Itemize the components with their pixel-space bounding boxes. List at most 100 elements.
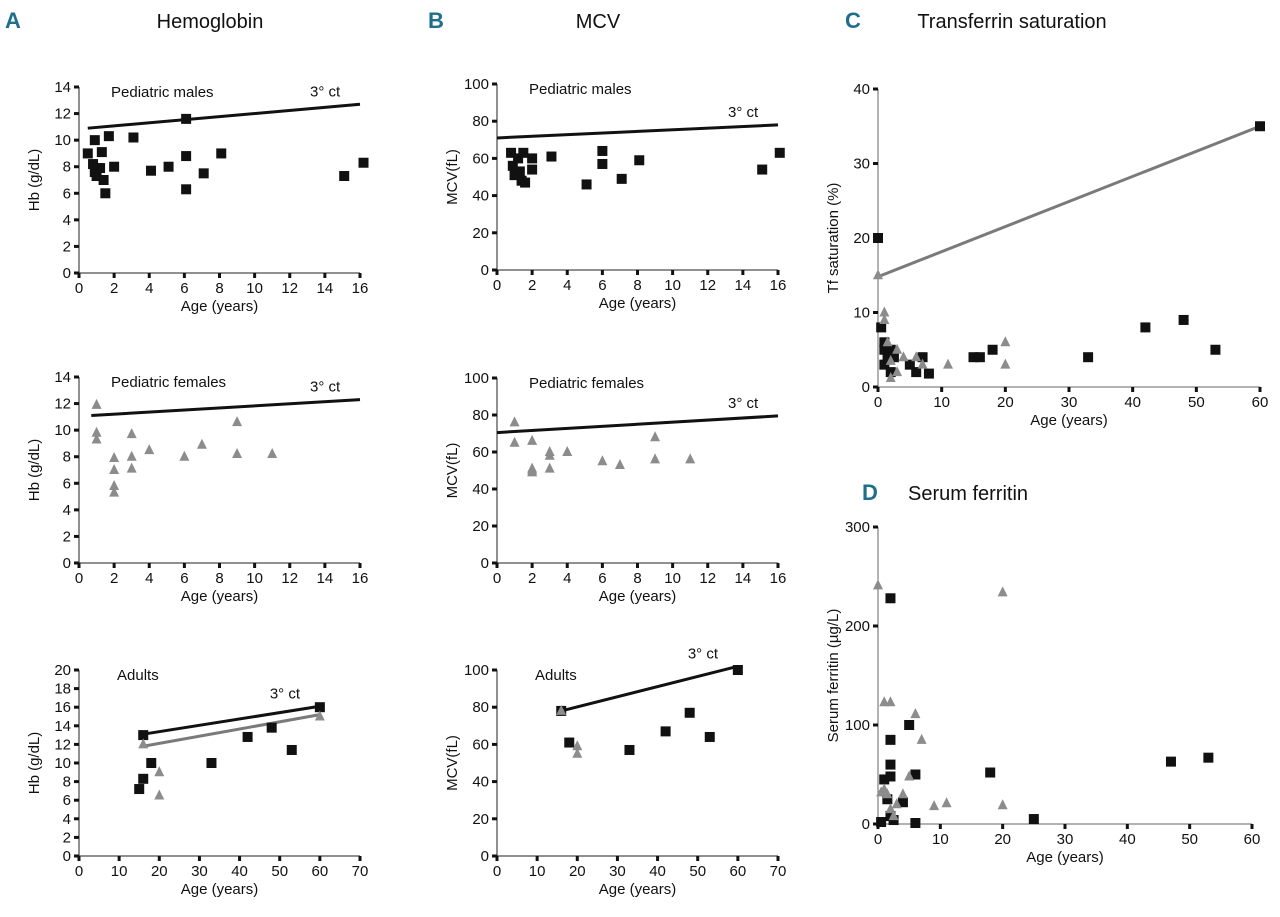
x-tick-label: 14: [735, 277, 752, 294]
threshold-annotation: 3° ct: [728, 104, 759, 121]
x-tick-label: 60: [312, 863, 329, 880]
y-tick-label: 80: [472, 699, 489, 716]
triangle-point: [873, 269, 883, 280]
square-point: [634, 155, 645, 166]
square-point: [1255, 121, 1265, 132]
y-tick-label: 8: [63, 774, 71, 791]
y-tick-label: 0: [63, 555, 71, 572]
triangle-point: [873, 579, 883, 590]
x-tick-label: 16: [770, 277, 787, 294]
x-tick-label: 2: [528, 277, 536, 294]
square-point: [616, 173, 627, 184]
x-tick-label: 8: [633, 570, 641, 587]
x-tick-label: 10: [246, 280, 263, 297]
x-tick-label: 0: [75, 570, 83, 587]
triangle-point: [888, 810, 899, 821]
square-point: [1178, 314, 1189, 325]
x-tick-label: 4: [145, 570, 153, 587]
triangle-point: [509, 416, 520, 427]
square-point: [1165, 756, 1176, 767]
x-tick-label: 2: [110, 570, 118, 587]
triangle-point: [154, 789, 165, 800]
square-point: [138, 730, 149, 741]
triangle-point: [91, 426, 102, 437]
triangle-point: [882, 336, 893, 347]
x-tick-label: 70: [352, 863, 369, 880]
y-axis-label: Hb (g/dL): [26, 732, 43, 795]
x-axis-label: Age (years): [181, 881, 259, 898]
y-tick-label: 100: [464, 662, 489, 679]
x-tick-label: 12: [281, 570, 298, 587]
y-tick-label: 20: [472, 811, 489, 828]
scatter-panel: 0 2 4 6 8 10 12 14 16 0 20 40 60 80 100 Age (years) MCV(…: [444, 370, 786, 605]
square-point: [100, 188, 111, 199]
triangle-point: [1000, 358, 1011, 369]
x-tick-label: 40: [649, 863, 666, 880]
x-tick-label: 6: [598, 277, 606, 294]
threshold-line: [496, 414, 779, 435]
triangle-point: [126, 450, 137, 461]
triangle-point: [614, 458, 625, 469]
triangle-point: [527, 434, 538, 445]
threshold-line: [877, 124, 1261, 279]
triangle-point: [943, 358, 954, 369]
square-point: [910, 818, 921, 829]
square-point: [507, 160, 518, 171]
x-tick-label: 16: [770, 570, 787, 587]
square-point: [181, 151, 192, 162]
subplot-label: Pediatric males: [111, 84, 214, 101]
x-tick-label: 10: [111, 863, 128, 880]
x-tick-label: 40: [1124, 394, 1141, 411]
square-point: [581, 179, 592, 190]
y-tick-label: 16: [54, 699, 71, 716]
y-tick-label: 2: [63, 238, 71, 255]
x-tick-label: 30: [1057, 831, 1074, 848]
square-point: [134, 784, 145, 795]
x-tick-label: 12: [281, 280, 298, 297]
triangle-point: [916, 733, 927, 744]
x-tick-label: 14: [317, 570, 334, 587]
square-point: [103, 131, 114, 142]
square-point: [904, 720, 915, 730]
square-point: [88, 159, 99, 170]
y-tick-label: 8: [63, 449, 71, 466]
square-point: [527, 164, 538, 175]
y-tick-label: 0: [481, 555, 489, 572]
triangle-point: [126, 428, 137, 439]
y-tick-label: 10: [853, 305, 870, 322]
y-axis-label: Tf saturation (%): [825, 183, 842, 294]
square-point: [684, 707, 695, 718]
triangle-point: [897, 788, 908, 799]
y-tick-label: 10: [54, 132, 71, 149]
square-point: [89, 135, 100, 146]
y-tick-label: 2: [63, 528, 71, 545]
x-tick-label: 10: [933, 394, 950, 411]
x-tick-label: 2: [528, 570, 536, 587]
x-tick-label: 8: [215, 570, 223, 587]
x-tick-label: 16: [352, 570, 369, 587]
square-point: [509, 170, 520, 181]
threshold-line: [87, 102, 361, 130]
scatter-panel: 0 10 20 30 40 50 60 0 100 200 300 Age (years) Serum …: [825, 519, 1260, 866]
y-axis-label: Hb (g/dL): [26, 149, 43, 212]
x-tick-label: 14: [317, 280, 334, 297]
x-axis-label: Age (years): [599, 881, 677, 898]
y-tick-label: 12: [54, 396, 71, 413]
square-point: [876, 322, 887, 333]
square-point: [146, 165, 157, 176]
y-tick-label: 300: [845, 519, 870, 536]
square-point: [885, 734, 896, 745]
threshold-annotation: 3° ct: [728, 395, 759, 412]
x-tick-label: 0: [874, 831, 882, 848]
triangle-point: [544, 462, 555, 473]
y-axis-label: MCV(fL): [444, 149, 461, 205]
square-point: [911, 367, 922, 378]
square-point: [1140, 322, 1151, 333]
x-tick-label: 50: [1181, 831, 1198, 848]
y-tick-label: 60: [472, 444, 489, 461]
triangle-point: [232, 448, 243, 459]
square-point: [266, 722, 277, 733]
y-tick-label: 0: [63, 265, 71, 282]
square-point: [520, 177, 531, 188]
x-tick-label: 2: [110, 280, 118, 297]
